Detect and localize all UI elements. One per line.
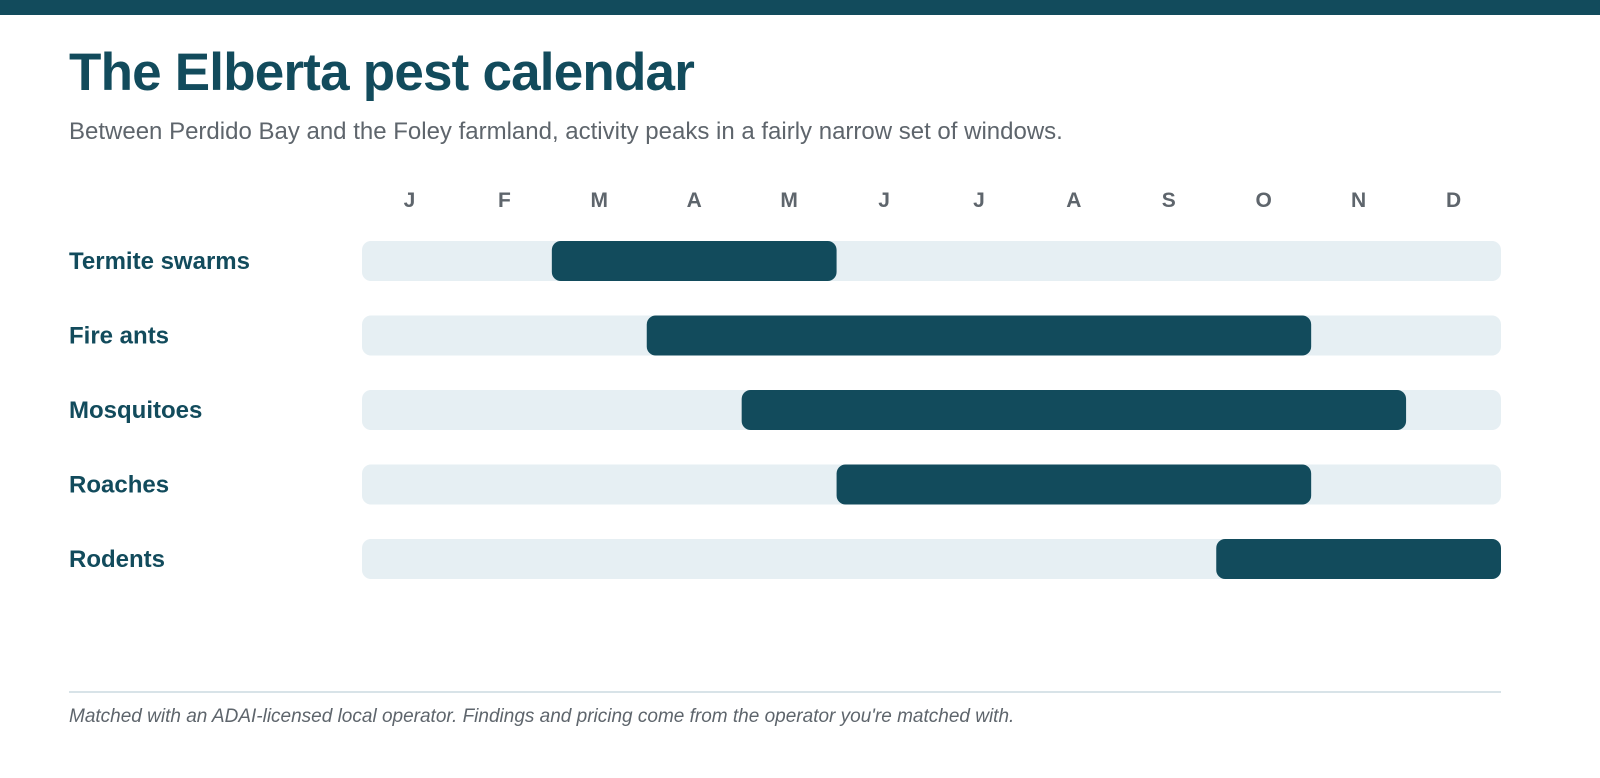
month-label: M <box>780 189 798 212</box>
month-label: D <box>1446 189 1461 212</box>
row-track <box>362 241 1501 281</box>
footer-note: Matched with an ADAI-licensed local oper… <box>69 706 1015 727</box>
row-label: Rodents <box>69 546 165 573</box>
top-accent-bar <box>0 0 1600 15</box>
page-title: The Elberta pest calendar <box>69 43 695 102</box>
footer-divider <box>69 691 1501 693</box>
activity-bar <box>1216 539 1501 579</box>
row-label: Mosquitoes <box>69 397 202 424</box>
activity-bar <box>646 315 1312 356</box>
row-label: Roaches <box>69 472 169 499</box>
month-label: N <box>1351 189 1366 212</box>
month-label: J <box>404 189 416 212</box>
row-label: Termite swarms <box>69 248 250 275</box>
pest-calendar-chart: J F M A M J J A S O N D Termite swarms Fire ants Mosqu… <box>69 189 1501 579</box>
page-subtitle: Between Perdido Bay and the Foley farmla… <box>69 118 1063 145</box>
month-label: J <box>878 189 890 212</box>
activity-bar <box>551 241 837 281</box>
month-label: O <box>1256 189 1272 212</box>
month-label: J <box>973 189 985 212</box>
month-label: M <box>591 189 609 212</box>
row-label: Fire ants <box>69 323 169 350</box>
month-label: A <box>687 189 702 212</box>
activity-bar <box>741 390 1407 430</box>
month-label: S <box>1162 189 1176 212</box>
activity-bar <box>836 464 1312 505</box>
month-label: A <box>1066 189 1081 212</box>
month-label: F <box>498 189 511 212</box>
